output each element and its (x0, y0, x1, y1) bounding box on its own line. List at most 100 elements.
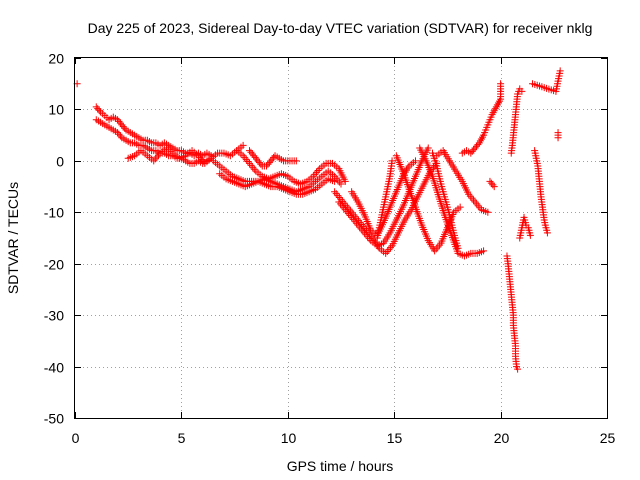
data-point (95, 106, 103, 114)
y-tick-label: 10 (48, 102, 64, 118)
data-point (245, 159, 253, 167)
data-point (456, 203, 464, 211)
data-point (335, 194, 343, 201)
data-point (468, 147, 476, 155)
data-point (247, 161, 255, 169)
data-point (514, 365, 522, 373)
series-cross-c (429, 149, 462, 252)
series-late-col-b (507, 85, 526, 157)
data-point (332, 190, 340, 198)
data-point (255, 159, 263, 167)
data-point (383, 248, 391, 255)
data-point (424, 144, 432, 152)
data-point (337, 180, 345, 188)
data-point (480, 247, 488, 255)
data-point (331, 188, 339, 196)
data-point (247, 148, 255, 156)
data-point (118, 121, 126, 129)
y-tick-label: 0 (56, 154, 64, 170)
data-point (263, 162, 271, 170)
data-point (245, 147, 253, 155)
data-point (471, 144, 479, 152)
series-cross-d (433, 147, 492, 216)
data-point (471, 198, 479, 206)
series-rise-b (373, 157, 396, 242)
y-tick-label: -50 (44, 411, 64, 427)
y-tick-label: -20 (44, 257, 64, 273)
data-points (73, 67, 564, 373)
y-tick-label: 20 (48, 51, 64, 67)
data-point (121, 124, 129, 132)
data-point (468, 194, 476, 202)
data-point (474, 202, 482, 210)
series-early-lower (92, 116, 215, 167)
data-point (490, 183, 498, 191)
plot-frame (74, 57, 608, 419)
data-point (487, 179, 495, 187)
data-point (454, 244, 462, 252)
data-point (469, 196, 477, 204)
data-point (543, 229, 551, 237)
series-late-col-d (531, 147, 551, 237)
axes: 0 5 10 15 20 25 20 10 0 -10 -20 -30 -40 -50 (44, 51, 616, 447)
data-point (241, 154, 249, 162)
data-point (341, 177, 349, 185)
series-mid-d (245, 147, 300, 170)
data-point (474, 141, 482, 149)
data-point (467, 149, 475, 157)
chart-title: Day 225 of 2023, Sidereal Day-to-day VTE… (88, 20, 593, 36)
x-axis-label: GPS time / hours (287, 458, 394, 474)
data-point (115, 117, 123, 125)
x-tick-label: 25 (600, 430, 616, 446)
data-point (489, 181, 497, 189)
data-point (116, 132, 124, 140)
x-tick-label: 0 (72, 430, 80, 446)
y-tick-label: -30 (44, 308, 64, 324)
data-point (314, 167, 322, 174)
x-tick-label: 10 (281, 430, 297, 446)
data-point (331, 177, 339, 185)
data-point (250, 152, 258, 160)
data-point (239, 141, 247, 149)
data-point (334, 192, 342, 200)
series-late (458, 80, 505, 191)
series-late-col-c (516, 213, 534, 242)
series-late-col-e (529, 67, 564, 142)
data-point (114, 116, 122, 124)
data-point (411, 157, 419, 165)
data-point (244, 158, 252, 165)
data-point (114, 129, 122, 137)
data-point (472, 142, 480, 150)
y-axis-label: SDTVAR / TECUs (5, 182, 21, 294)
data-point (526, 231, 534, 239)
data-point (497, 80, 505, 88)
data-point (473, 200, 481, 208)
data-point (116, 119, 124, 127)
series-wavy (124, 141, 247, 167)
data-point (470, 146, 478, 154)
data-point (265, 159, 273, 167)
data-point (250, 165, 258, 173)
series-late-col-a (503, 252, 522, 373)
series-mid-c (233, 147, 349, 188)
grid (75, 58, 607, 418)
data-point (253, 155, 261, 163)
data-point (251, 153, 259, 161)
data-point (254, 157, 262, 165)
y-tick-label: -40 (44, 360, 64, 376)
data-point (242, 156, 250, 164)
data-point (292, 157, 300, 165)
data-point (248, 150, 256, 158)
data-point (115, 130, 123, 138)
x-tick-label: 20 (494, 430, 510, 446)
data-point (388, 157, 396, 165)
data-point (486, 177, 494, 185)
data-point (264, 160, 272, 168)
series-mid-b (216, 170, 339, 198)
data-point (434, 243, 442, 251)
data-point (267, 157, 275, 165)
data-point (94, 105, 102, 113)
data-point (554, 129, 562, 137)
x-tick-label: 15 (387, 430, 403, 446)
